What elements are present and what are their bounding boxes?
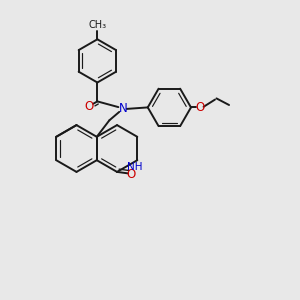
- Text: O: O: [195, 101, 205, 114]
- Text: N: N: [118, 102, 127, 116]
- Text: O: O: [127, 168, 136, 182]
- Text: NH: NH: [127, 162, 142, 172]
- Text: O: O: [84, 100, 94, 113]
- Text: CH₃: CH₃: [88, 20, 106, 30]
